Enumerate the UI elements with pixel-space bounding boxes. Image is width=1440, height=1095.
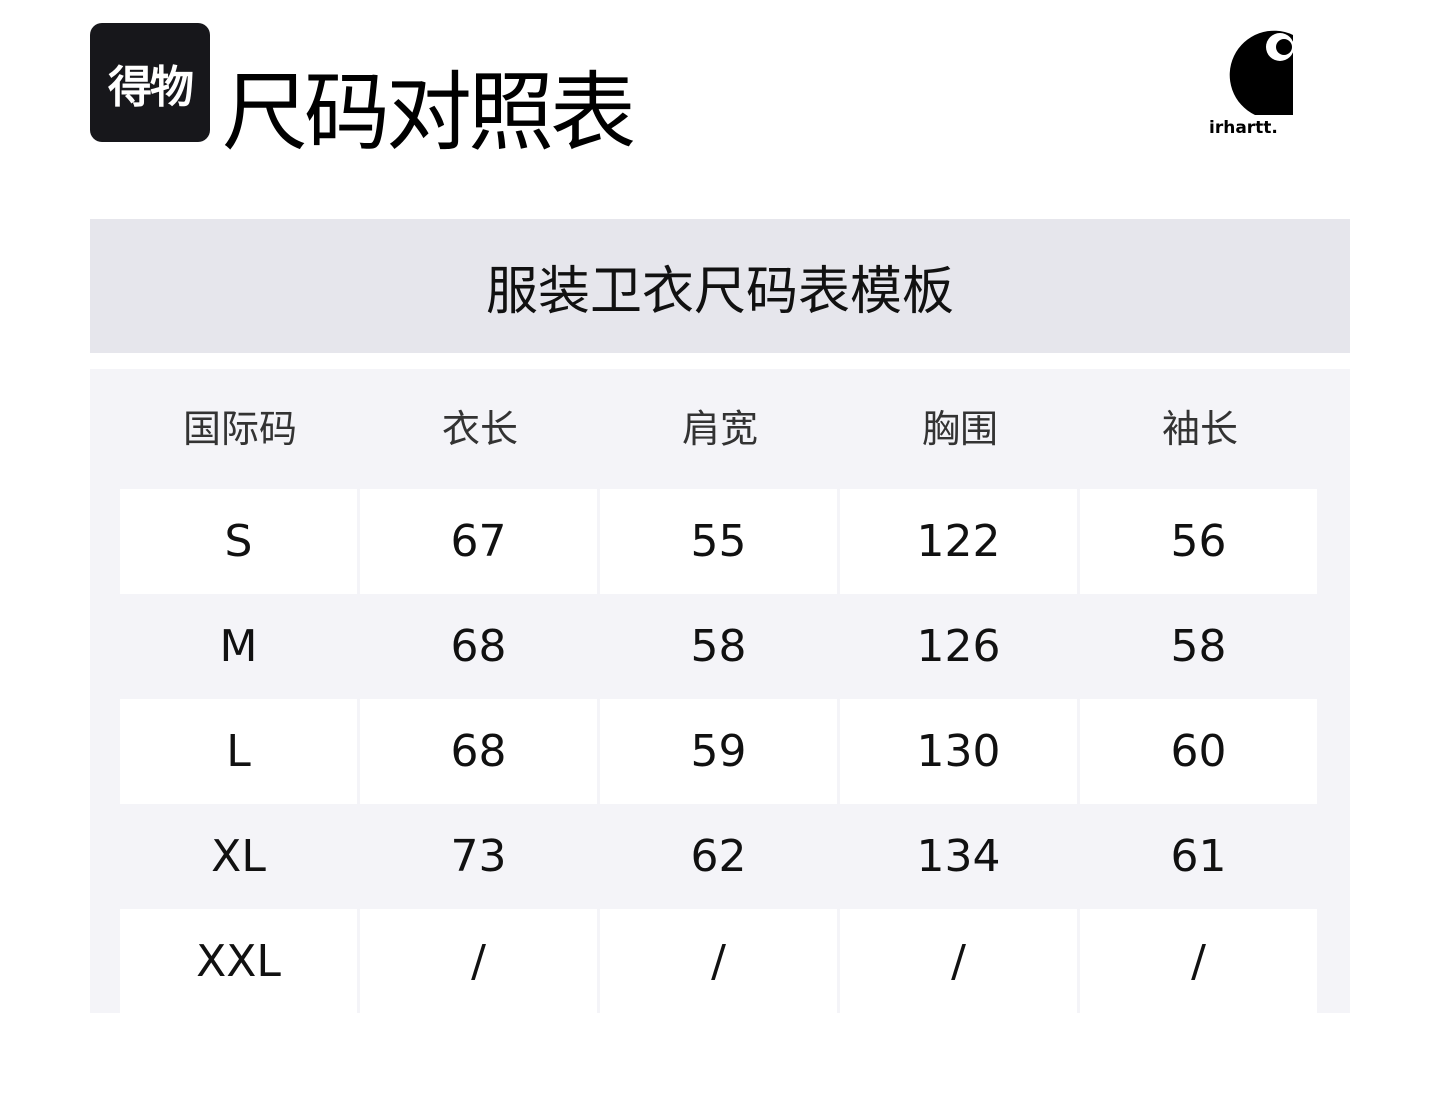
table-cell: / [600,909,837,1014]
table-cell: 58 [690,621,747,672]
table-cell: L [120,699,357,804]
dewu-logo: 得物 [90,23,210,142]
table-row: S 67 55 122 56 [120,489,1317,594]
table-cell: 56 [1080,489,1317,594]
carhartt-logo-icon [1229,30,1294,115]
table-cell: 134 [916,831,1001,882]
table-cell: M [219,621,258,672]
column-header: 肩宽 [681,407,758,451]
table-row: M 68 58 126 58 [120,594,1317,699]
table-cell: 67 [360,489,597,594]
table-cell: 73 [450,831,507,882]
size-table: 国际码 衣长 肩宽 胸围 袖长 S 67 55 122 56 M 68 58 126 58 L 68 59 130… [90,369,1350,1014]
table-cell: 62 [690,831,747,882]
column-header: 胸围 [921,407,998,451]
table-cell: 59 [600,699,837,804]
table-cell: 61 [1170,831,1227,882]
brand-logo-text: irhartt. [1209,118,1278,138]
table-cell: XXL [120,909,357,1014]
table-cell: 60 [1080,699,1317,804]
column-header: 衣长 [441,407,518,451]
table-row: XXL / / / / [120,909,1317,1014]
table-cell: 68 [360,699,597,804]
table-cell: 126 [916,621,1001,672]
table-header-row: 国际码 衣长 肩宽 胸围 袖长 [120,369,1320,489]
table-cell: S [120,489,357,594]
table-caption: 服装卫衣尺码表模板 [90,219,1350,353]
table-cell: 122 [840,489,1077,594]
table-cell: 58 [1170,621,1227,672]
table-row: L 68 59 130 60 [120,699,1317,804]
table-row: XL 73 62 134 61 [120,804,1317,909]
table-cell: 130 [840,699,1077,804]
table-cell: 55 [600,489,837,594]
table-cell: XL [211,831,266,882]
table-cell: / [360,909,597,1014]
column-header: 国际码 [182,407,297,451]
table-cell: / [1080,909,1317,1014]
table-cell: 68 [450,621,507,672]
column-header: 袖长 [1161,407,1238,451]
table-cell: / [840,909,1077,1014]
page-title: 尺码对照表 [222,63,636,163]
